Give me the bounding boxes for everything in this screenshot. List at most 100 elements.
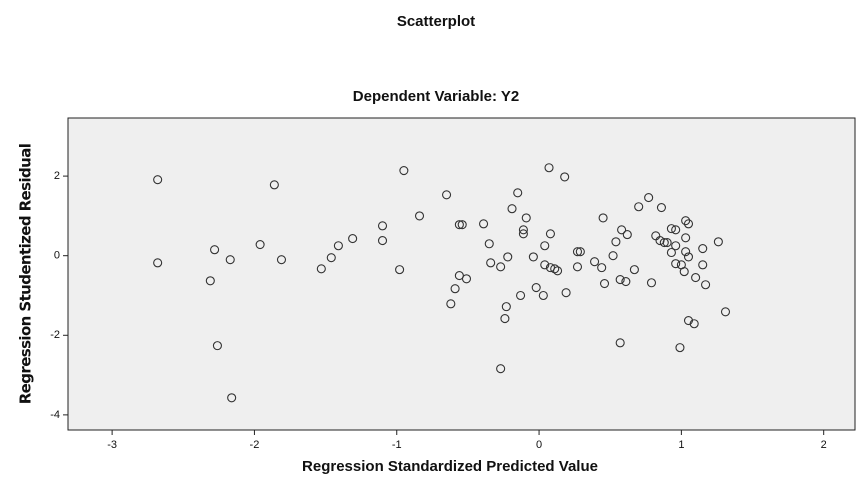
point (461, 274, 472, 284)
point (540, 241, 550, 251)
point (457, 220, 467, 230)
point (681, 216, 691, 226)
point (518, 229, 528, 239)
point (450, 284, 460, 294)
point (671, 241, 681, 251)
point (269, 180, 279, 190)
x-tick-label: -3 (107, 439, 117, 451)
point (544, 163, 554, 173)
point (395, 265, 405, 275)
x-axis-label: Regression Standardized Predicted Value (302, 458, 598, 475)
point (691, 273, 701, 283)
point (528, 252, 538, 262)
point (500, 314, 510, 324)
point (414, 211, 425, 221)
point (377, 236, 388, 246)
point (713, 237, 723, 247)
point (590, 257, 600, 267)
point (671, 225, 681, 235)
point (575, 247, 585, 257)
point (326, 253, 336, 263)
point (666, 247, 676, 258)
point (442, 190, 452, 200)
point (399, 165, 409, 176)
point (496, 364, 506, 374)
point (634, 202, 644, 212)
point (212, 341, 222, 351)
y-tick-label: -2 (50, 329, 60, 341)
point (446, 299, 456, 309)
point (153, 175, 163, 185)
x-tick-label: -1 (392, 439, 402, 451)
x-tick-label: 0 (536, 439, 542, 451)
point (656, 202, 667, 213)
point (550, 264, 560, 274)
point (333, 241, 343, 251)
point (518, 225, 528, 235)
point (501, 302, 511, 312)
point (611, 237, 621, 247)
point (531, 282, 541, 293)
point (617, 225, 627, 235)
point (513, 188, 523, 198)
y-tick-label: 0 (54, 250, 60, 262)
plot-area (67, 117, 856, 431)
point (701, 280, 711, 290)
point (153, 258, 163, 268)
point (644, 193, 654, 203)
point (545, 229, 555, 239)
point (597, 263, 607, 273)
point (662, 238, 672, 248)
point (720, 307, 731, 317)
point (377, 221, 388, 231)
point (598, 213, 608, 223)
point (572, 247, 583, 257)
y-axis-label: Regression Studentized Residual (17, 144, 35, 405)
point (503, 252, 513, 262)
point (479, 219, 489, 229)
point (679, 267, 689, 277)
point (698, 243, 708, 254)
point (666, 224, 676, 234)
y-tick-label: 2 (54, 170, 60, 182)
point (276, 255, 287, 265)
point (671, 259, 681, 269)
point (689, 319, 699, 329)
x-tick-label: 1 (678, 439, 684, 451)
point (683, 219, 694, 229)
point (486, 258, 496, 268)
point (615, 338, 625, 348)
point (675, 343, 685, 353)
y-tick-label: -4 (50, 409, 60, 421)
x-tick-label: -2 (250, 439, 260, 451)
point (615, 275, 625, 285)
point (608, 251, 618, 261)
point (316, 264, 326, 274)
point (621, 277, 631, 287)
point (538, 290, 548, 301)
point (540, 260, 550, 270)
point (629, 265, 639, 275)
point (553, 266, 563, 276)
x-tick-label: 2 (821, 439, 827, 451)
point (683, 252, 694, 262)
point (454, 220, 464, 230)
point (210, 245, 220, 255)
point (560, 172, 570, 182)
point (255, 240, 265, 250)
chart-title: Scatterplot (397, 13, 475, 30)
point (521, 213, 531, 223)
chart-subtitle: Dependent Variable: Y2 (353, 88, 519, 105)
point (516, 290, 526, 301)
point (622, 230, 632, 240)
point (681, 247, 691, 257)
point (561, 288, 571, 298)
point (205, 276, 215, 286)
point (225, 255, 235, 265)
point (496, 262, 506, 272)
point (646, 278, 657, 288)
point (681, 233, 691, 243)
point (348, 234, 358, 244)
